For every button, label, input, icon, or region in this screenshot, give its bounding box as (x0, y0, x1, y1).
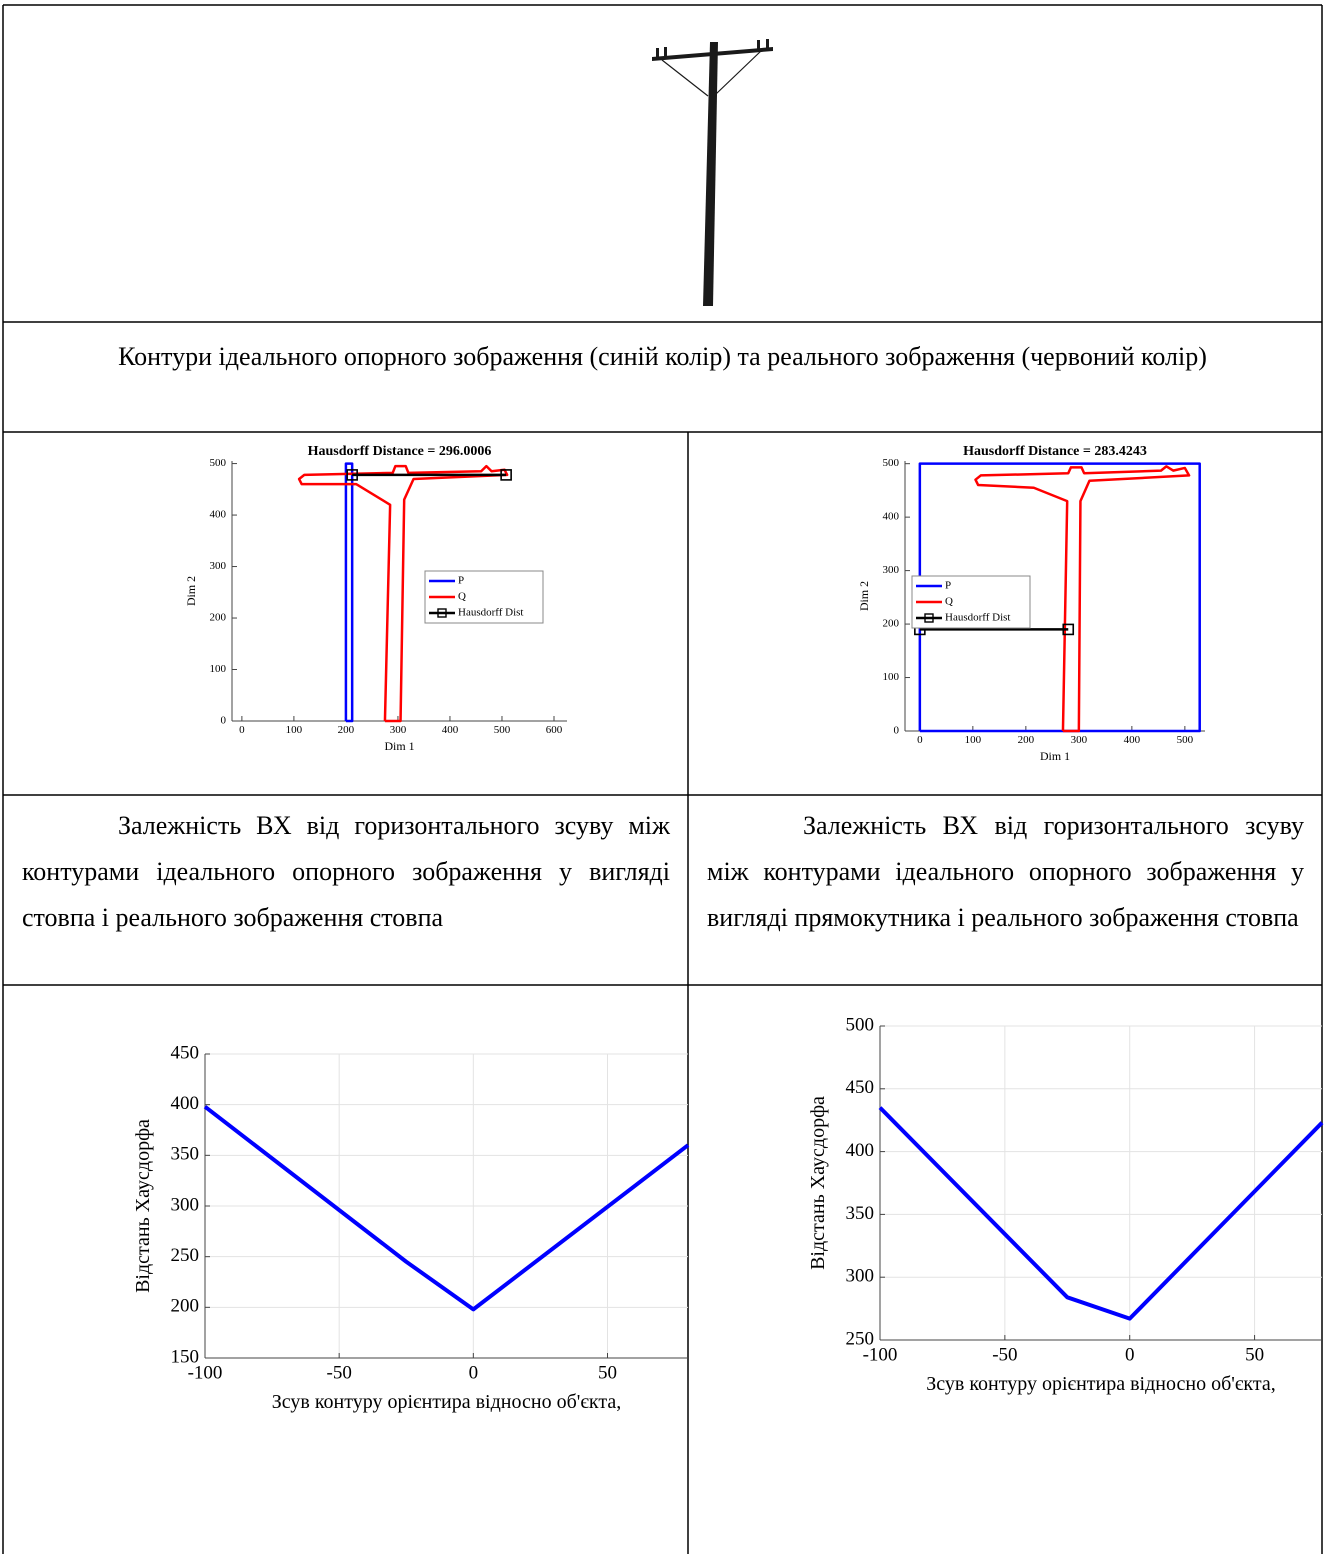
y-tick-label: 350 (846, 1203, 875, 1224)
y-axis-label: Відстань Хаусдорфа (807, 1096, 829, 1270)
legend-label: Hausdorff Dist (458, 607, 523, 619)
chart: 0 100 200 300 400 500 0 100 200 300 400 500 600 Hausd… (184, 444, 567, 753)
caption-right: Залежність ВХ від горизонтального зсуву … (688, 795, 1322, 985)
y-tick-label: 200 (210, 612, 227, 624)
x-axis-label: Зсув контуру орієнтира відносно об'єкта, (926, 1373, 1276, 1395)
x-tick-label: 200 (1018, 734, 1035, 746)
x-axis-label: Dim 1 (384, 739, 414, 753)
y-tick-label: 400 (210, 509, 227, 521)
y-tick-label: 500 (210, 457, 227, 469)
x-axis-label: Dim 1 (1040, 749, 1070, 763)
x-tick-label: -100 (863, 1345, 898, 1366)
x-tick-label: 0 (1125, 1345, 1135, 1366)
x-tick-label: 50 (1245, 1345, 1264, 1366)
chart-title: Hausdorff Distance = 296.0006 (308, 444, 492, 459)
x-tick-label: 0 (469, 1363, 479, 1384)
x-tick-label: -50 (992, 1345, 1017, 1366)
legend-label: Q (458, 591, 466, 603)
y-axis-label: Відстань Хаусдорфа (132, 1119, 154, 1293)
y-tick-label: 450 (846, 1077, 875, 1098)
x-axis-label: Зсув контуру орієнтира відносно об'єкта, (272, 1391, 622, 1413)
y-tick-label: 400 (883, 511, 900, 523)
figure-caption: Контури ідеального опорного зображення (… (3, 322, 1322, 432)
y-tick-label: 300 (210, 560, 227, 572)
series-line (205, 1107, 688, 1310)
y-tick-label: 0 (894, 725, 900, 737)
series-line (880, 1108, 1322, 1319)
chart-title: Hausdorff Distance = 283.4243 (963, 444, 1147, 459)
y-axis-label: Dim 2 (857, 581, 871, 611)
x-tick-label: 400 (1124, 734, 1141, 746)
x-tick-label: 50 (598, 1363, 617, 1384)
caption-left: Залежність ВХ від горизонтального зсуву … (3, 795, 688, 985)
y-tick-label: 0 (221, 715, 227, 727)
y-axis-label: Dim 2 (184, 576, 198, 606)
y-tick-label: 100 (883, 671, 900, 683)
legend-label: Q (945, 596, 953, 608)
y-tick-label: 250 (171, 1245, 200, 1266)
figure-table: 01002003004005000100200300400500600Hausd… (0, 0, 1326, 1554)
x-tick-label: 300 (1071, 734, 1088, 746)
table-borders (3, 5, 1322, 1554)
y-tick-label: 300 (883, 564, 900, 576)
x-tick-label: 100 (286, 724, 303, 736)
x-tick-label: 400 (442, 724, 459, 736)
page: 01002003004005000100200300400500600Hausd… (0, 0, 1326, 1554)
x-tick-label: 0 (917, 734, 923, 746)
x-tick-label: 500 (494, 724, 511, 736)
x-tick-label: 200 (338, 724, 355, 736)
pole-image (652, 39, 773, 306)
legend-label: Hausdorff Dist (945, 612, 1010, 624)
y-tick-label: 350 (171, 1144, 200, 1165)
legend-label: P (458, 575, 464, 587)
x-tick-label: 600 (546, 724, 563, 736)
x-tick-label: 100 (965, 734, 982, 746)
x-tick-label: -100 (188, 1363, 223, 1384)
x-tick-label: 0 (239, 724, 245, 736)
chart: 0 100 200 300 400 500 0 100 200 300 400 500 Hausdorf… (857, 444, 1205, 763)
y-tick-label: 200 (883, 618, 900, 630)
y-tick-label: 400 (846, 1140, 875, 1161)
y-tick-label: 500 (846, 1014, 875, 1035)
x-tick-label: 300 (390, 724, 407, 736)
y-tick-label: 100 (210, 663, 227, 675)
y-tick-label: 200 (171, 1296, 200, 1317)
y-tick-label: 500 (883, 457, 900, 469)
legend-label: P (945, 580, 951, 592)
y-tick-label: 300 (846, 1266, 875, 1287)
y-tick-label: 300 (171, 1194, 200, 1215)
y-tick-label: 400 (171, 1093, 200, 1114)
series-line (346, 464, 352, 721)
x-tick-label: -50 (327, 1363, 352, 1384)
x-tick-label: 500 (1177, 734, 1194, 746)
y-tick-label: 450 (171, 1042, 200, 1063)
